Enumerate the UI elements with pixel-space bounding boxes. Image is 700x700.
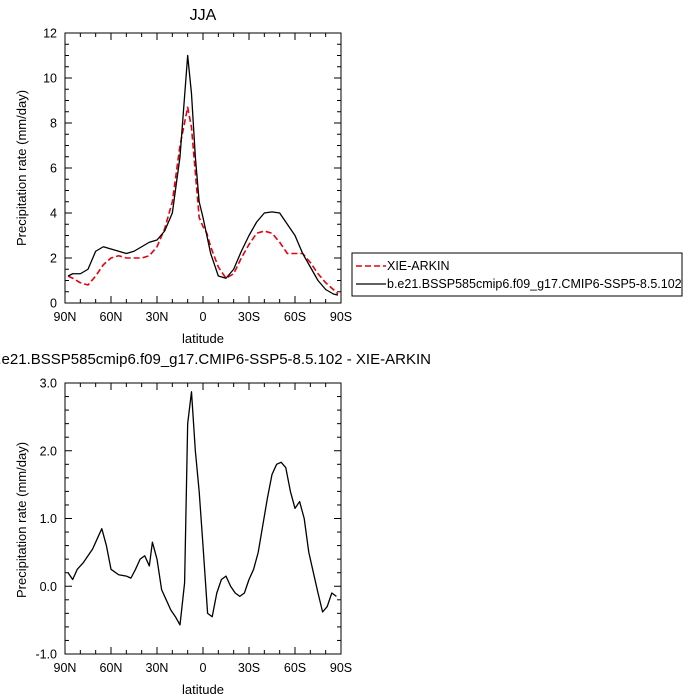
x-tick-label: 0 <box>200 310 207 324</box>
y-tick-label: -1.0 <box>35 648 57 662</box>
x-tick-label: 60S <box>284 310 306 324</box>
y-tick-label: 1.0 <box>40 512 57 526</box>
x-tick-label: 30N <box>146 661 169 675</box>
top-chart-title: JJA <box>190 7 217 24</box>
x-tick-label: 30N <box>146 310 169 324</box>
series-line-0-0 <box>67 106 339 295</box>
top-chart-frame <box>64 32 342 304</box>
y-tick-label: 10 <box>43 72 57 86</box>
bottom-chart-title: b.e21.BSSP585cmip6.f09_g17.CMIP6-SSP5-8.… <box>0 351 431 368</box>
legend-label-xie-arkin: XIE-ARKIN <box>387 259 450 273</box>
bottom-chart-y-axis-label: Precipitation rate (mm/day) <box>14 442 29 598</box>
x-tick-label: 90N <box>54 661 77 675</box>
x-tick-label: 60N <box>100 310 123 324</box>
y-tick-label: 0.0 <box>40 580 57 594</box>
legend-label-model: b.e21.BSSP585cmip6.f09_g17.CMIP6-SSP5-8.… <box>387 277 682 291</box>
x-tick-label: 0 <box>200 661 207 675</box>
y-tick-label: 2.0 <box>40 444 57 458</box>
x-tick-label: 90N <box>54 310 77 324</box>
bottom-chart-frame <box>64 382 342 655</box>
y-tick-label: 12 <box>43 27 57 41</box>
bottom-chart: b.e21.BSSP585cmip6.f09_g17.CMIP6-SSP5-8.… <box>0 351 431 697</box>
x-tick-label: 60S <box>284 661 306 675</box>
series-line-0-1 <box>67 54 339 296</box>
x-tick-label: 30S <box>238 310 260 324</box>
top-chart-x-axis-label: latitude <box>182 331 224 346</box>
top-chart: JJA Precipitation rate (mm/day) latitude… <box>14 7 352 346</box>
x-tick-label: 60N <box>100 661 123 675</box>
y-tick-label: 0 <box>50 297 57 311</box>
y-tick-label: 4 <box>50 207 57 221</box>
y-tick-label: 2 <box>50 252 57 266</box>
y-tick-label: 3.0 <box>40 377 57 391</box>
x-tick-label: 90S <box>330 310 352 324</box>
y-tick-label: 8 <box>50 117 57 131</box>
legend-box <box>351 252 683 297</box>
legend: XIE-ARKIN b.e21.BSSP585cmip6.f09_g17.CMI… <box>351 252 683 297</box>
x-tick-label: 90S <box>330 661 352 675</box>
x-tick-label: 30S <box>238 661 260 675</box>
bottom-chart-x-axis-label: latitude <box>182 682 224 697</box>
y-tick-label: 6 <box>50 162 57 176</box>
top-chart-y-axis-label: Precipitation rate (mm/day) <box>14 90 29 246</box>
series-line-1-0 <box>67 391 337 626</box>
